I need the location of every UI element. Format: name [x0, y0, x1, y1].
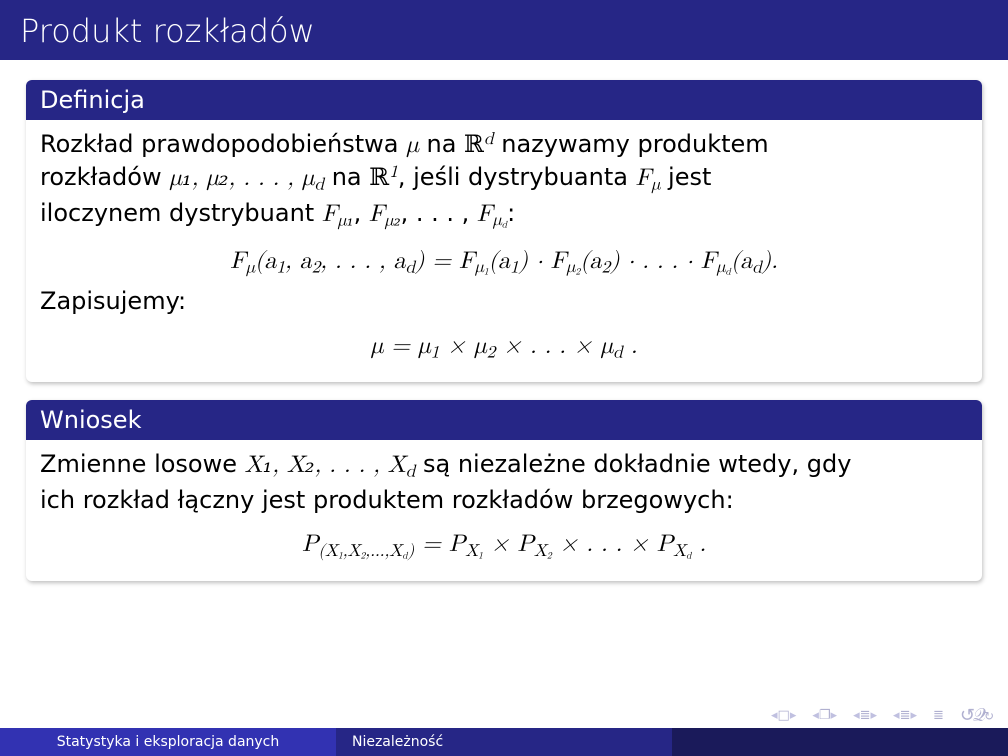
cor-l1b: są niezależne dokładnie wtedy, gdy	[415, 450, 851, 478]
def-F1: F	[322, 202, 338, 226]
def-mu: μ	[406, 133, 419, 157]
nav-back-forward[interactable]: ↺𝒬↻	[960, 705, 992, 726]
nav-first[interactable]: ◂□▸	[771, 708, 796, 723]
footer-right	[672, 728, 1008, 756]
def-l1c: nazywamy produktem	[494, 130, 769, 158]
def-R: ℝ	[464, 130, 484, 158]
cor-Xd: d	[406, 464, 416, 481]
def-l3a: iloczynem dystrybuant	[40, 199, 322, 227]
definition-body: Rozkład prawdopodobieństwa μ na ℝd nazyw…	[26, 120, 982, 382]
def-mus: μ₁, μ₂, . . . , μ	[169, 166, 314, 190]
def-l2b: na	[324, 163, 369, 191]
def-R1: ℝ	[369, 163, 389, 191]
definition-formula-2: μ = μ1 × μ2 × . . . × μd .	[40, 330, 968, 365]
cor-l2: ich rozkład łączny jest produktem rozkła…	[40, 486, 734, 514]
corollary-block: Wniosek Zmienne losowe X₁, X₂, . . . , X…	[26, 400, 982, 581]
def-colon: :	[507, 199, 515, 227]
corollary-text: Zmienne losowe X₁, X₂, . . . , Xd są nie…	[40, 448, 968, 516]
cor-l1a: Zmienne losowe	[40, 450, 245, 478]
def-m1: μ₁	[338, 212, 354, 229]
def-l2d: jest	[660, 163, 711, 191]
def-F: F	[636, 166, 652, 190]
def-Fd: F	[477, 202, 493, 226]
footer-mid: Niezależność	[336, 728, 672, 756]
slide-content: Definicja Rozkład prawdopodobieństwa μ n…	[0, 60, 1008, 581]
nav-frame[interactable]: ◂≣▸	[893, 708, 917, 723]
nav-section[interactable]: ◂❐▸	[812, 708, 837, 723]
definition-block: Definicja Rozkład prawdopodobieństwa μ n…	[26, 80, 982, 382]
definition-header: Definicja	[26, 80, 982, 120]
def-R1e: 1	[389, 165, 398, 182]
def-l1a: Rozkład prawdopodobieństwa	[40, 130, 406, 158]
corollary-body: Zmienne losowe X₁, X₂, . . . , Xd są nie…	[26, 440, 982, 581]
def-mud: d	[314, 177, 324, 194]
nav-lines-icon: ≣	[933, 708, 944, 723]
nav-icons: ◂□▸ ◂❐▸ ◂≣▸ ◂≣▸ ≣ ↺𝒬↻	[771, 705, 992, 726]
corollary-formula: P(X1,X2,...,Xd) = PX1 × PX2 × . . . × PX…	[40, 528, 968, 563]
def-l2a: rozkładów	[40, 163, 169, 191]
def-m2: μ₂	[385, 212, 401, 229]
nav-subsection[interactable]: ◂≣▸	[853, 708, 877, 723]
corollary-header: Wniosek	[26, 400, 982, 440]
def-l1b: na	[419, 130, 464, 158]
def-mud2: μ	[493, 212, 502, 229]
definition-zap: Zapisujemy:	[40, 285, 968, 317]
cor-X: X₁, X₂, . . . , X	[245, 453, 406, 477]
footer-left: Statystyka i eksploracja danych	[0, 728, 336, 756]
def-c1: ,	[354, 199, 369, 227]
def-c2: , . . . ,	[401, 199, 477, 227]
def-Rd: d	[484, 131, 494, 148]
def-F2: F	[369, 202, 385, 226]
slide-title: Produkt rozkładów	[0, 0, 1008, 60]
definition-formula-1: Fμ(a1, a2, . . . , ad) = Fμ1(a1) · Fμ2(a…	[40, 245, 968, 280]
footer: Statystyka i eksploracja danych Niezależ…	[0, 728, 1008, 756]
definition-text: Rozkład prawdopodobieństwa μ na ℝd nazyw…	[40, 128, 968, 233]
def-l2c: , jeśli dystrybuanta	[398, 163, 636, 191]
